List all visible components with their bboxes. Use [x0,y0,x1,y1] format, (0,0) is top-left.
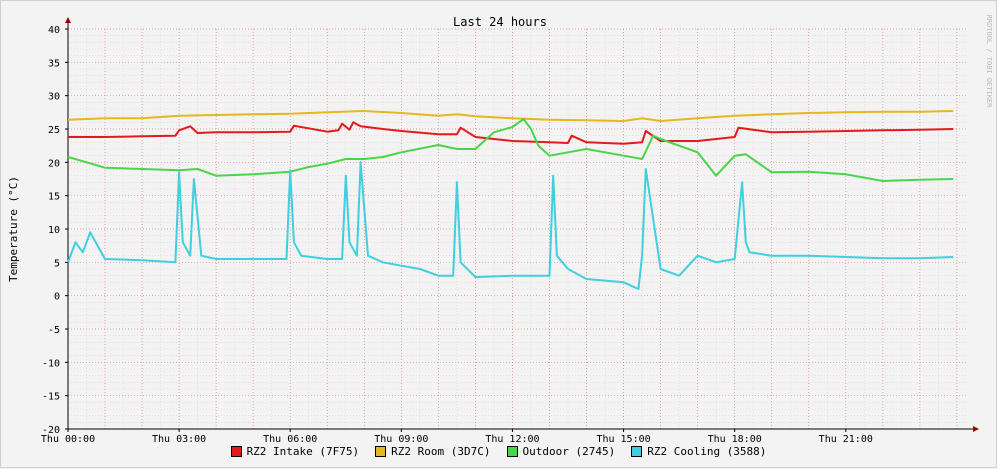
x-tick-label: Thu 12:00 [485,434,539,445]
series-line-1 [68,121,954,145]
y-tick-label: 35 [48,58,60,69]
legend-swatch [631,446,643,457]
x-tick-label: Thu 09:00 [374,434,428,445]
legend-swatch [375,446,387,457]
y-tick-label: -10 [42,358,60,369]
legend-item-2: RZ2 Room (3D7C) [375,445,491,458]
series-line-2 [67,110,954,122]
chart-title: Last 24 hours [453,15,547,29]
x-tick-label: Thu 15:00 [596,434,650,445]
y-tick-label: 15 [48,192,60,203]
x-tick-label: Thu 18:00 [708,434,762,445]
y-tick-label: -20 [42,425,60,436]
legend-label: RZ2 Intake (7F75) [246,445,360,458]
y-tick-label: 30 [48,92,60,103]
series-layer [67,110,954,290]
x-tick-label: Thu 03:00 [152,434,206,445]
legend-label: RZ2 Room (3D7C) [391,445,491,458]
series-line-4 [67,161,954,290]
legend-swatch [506,446,518,457]
x-tick-label: Thu 06:00 [263,434,317,445]
series-line-3 [67,118,954,182]
y-axis-arrow [65,17,71,23]
y-tick-label: 40 [48,25,60,36]
legend-item-3: Outdoor (2745) [506,445,616,458]
axes: -20 -15 -10 -5 0 5 10 15 20 25 30 35 40 Thu 00:00 Thu … [41,17,979,445]
y-tick-label: 20 [48,158,60,169]
x-axis-arrow [973,426,979,432]
legend-item-1: RZ2 Intake (7F75) [230,445,360,458]
y-tick-label: -15 [42,392,60,403]
legend: RZ2 Intake (7F75) RZ2 Room (3D7C) Outdoor … [0,445,997,458]
legend-label: RZ2 Cooling (3588) [647,445,767,458]
grid-lines [68,28,968,430]
y-axis-label: Temperature (°C) [7,176,20,282]
y-tick-label: 10 [48,225,60,236]
y-tick-label: -5 [48,325,60,336]
y-tick-label: 25 [48,125,60,136]
legend-swatch [230,446,242,457]
x-tick-label: Thu 00:00 [41,434,95,445]
legend-item-4: RZ2 Cooling (3588) [631,445,766,458]
y-tick-label: 5 [54,258,60,269]
x-tick-label: Thu 21:00 [819,434,873,445]
legend-label: Outdoor (2745) [522,445,616,458]
watermark: RRDTOOL / TOBI OETIKER [985,15,993,109]
y-tick-label: 0 [54,292,60,303]
